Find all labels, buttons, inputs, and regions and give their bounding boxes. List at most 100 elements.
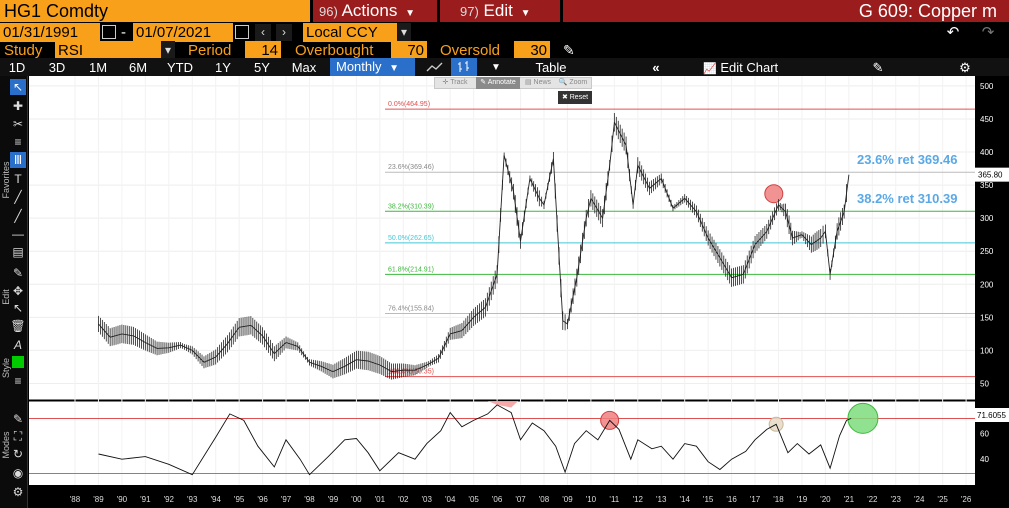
trendline-icon[interactable]: ╱	[14, 190, 22, 204]
reset-button[interactable]: ✖ Reset	[558, 91, 592, 104]
channel-icon[interactable]: ▤	[12, 245, 24, 259]
overbought-zone-highlight	[487, 401, 519, 408]
line-width-icon[interactable]: ≡	[14, 374, 22, 388]
table-button[interactable]: Table	[535, 60, 567, 75]
draw-icon[interactable]: ✎	[872, 60, 884, 75]
rsi-marker-circle	[847, 402, 879, 434]
annotate-button[interactable]: ✎ Annotate	[476, 77, 520, 89]
x-axis-tick: '00	[351, 495, 362, 504]
gear-icon[interactable]: ⚙	[959, 60, 971, 75]
period-button-5y[interactable]: 5Y	[254, 60, 270, 75]
bar-chart-type-icon[interactable]	[451, 58, 477, 76]
zoom-button[interactable]: 🔍 Zoom	[558, 79, 588, 86]
start-date-field[interactable]: 01/31/1991	[0, 23, 100, 42]
fib-level-label: 61.8%(214.91)	[388, 266, 434, 273]
fibonacci-icon[interactable]: ≡	[14, 135, 22, 149]
news-button[interactable]: ▤ News	[524, 79, 552, 86]
last-rsi-box	[975, 408, 1009, 422]
period-button-3d[interactable]: 3D	[48, 60, 66, 75]
x-axis-tick: '19	[797, 495, 808, 504]
redo-icon[interactable]: ↷	[981, 24, 995, 41]
line-chart-icon[interactable]	[424, 59, 446, 75]
period-button-max[interactable]: Max	[291, 60, 317, 75]
frequency-select[interactable]: Monthly ▼	[330, 58, 415, 76]
arrow-right-icon[interactable]: ›	[276, 24, 292, 41]
crosshair-icon[interactable]: ✚	[12, 99, 24, 113]
text-tool-icon[interactable]: T	[14, 172, 22, 186]
brush-icon[interactable]: ✎	[12, 266, 24, 280]
x-axis-tick: '13	[656, 495, 667, 504]
chevron-down-icon[interactable]: ▾	[161, 41, 175, 59]
price-axis-tick: 100	[980, 346, 994, 355]
x-axis-tick: '92	[164, 495, 175, 504]
fib-level-label: 76.4%(155.84)	[388, 305, 434, 312]
font-style-icon[interactable]: A	[13, 338, 22, 352]
track-button[interactable]: ✛ Track	[442, 79, 468, 86]
x-axis-tick: '21	[844, 495, 855, 504]
x-axis-tick: '10	[586, 495, 597, 504]
period-button-1m[interactable]: 1M	[88, 60, 108, 75]
chevron-down-icon: ▼	[389, 63, 400, 74]
palette-icon[interactable]: ◉	[12, 466, 24, 480]
period-button-ytd[interactable]: YTD	[167, 60, 193, 75]
rsi-axis-tick: 60	[980, 429, 989, 438]
x-axis-tick: '98	[304, 495, 315, 504]
horizontal-line-icon[interactable]: —	[12, 227, 24, 241]
cut-icon[interactable]: ✂	[12, 117, 24, 131]
collapse-icon[interactable]: «	[652, 60, 660, 75]
annotation-icon[interactable]: Ⅲ	[10, 152, 26, 168]
x-axis-tick: '90	[117, 495, 128, 504]
line-tool-icon[interactable]: ╱	[14, 209, 22, 223]
move-icon[interactable]: ✥	[12, 284, 24, 298]
price-axis-tick: 400	[980, 148, 994, 157]
fib-level-label: 38.2%(310.39)	[388, 203, 434, 210]
x-axis-tick: '04	[445, 495, 456, 504]
refresh-icon[interactable]: ↻	[12, 447, 24, 461]
arrow-left-icon[interactable]: ‹	[255, 24, 271, 41]
edit-menu-button[interactable]: 97) Edit ▼	[440, 0, 560, 22]
overbought-field[interactable]: 70	[391, 41, 427, 59]
chevron-down-icon[interactable]: ▼	[491, 62, 501, 73]
price-axis-tick: 200	[980, 280, 994, 289]
x-axis-tick: '26	[961, 495, 972, 504]
currency-select[interactable]: Local CCY	[303, 23, 397, 42]
x-axis-tick: '95	[234, 495, 245, 504]
x-axis-tick: '99	[328, 495, 339, 504]
color-swatch-icon[interactable]	[12, 356, 24, 368]
edit-chart-button[interactable]: 📈 Edit Chart	[703, 59, 803, 78]
x-axis-tick: '16	[726, 495, 737, 504]
pen-icon[interactable]: ✎	[12, 412, 24, 426]
fib-level-label: 23.6%(369.46)	[388, 164, 434, 171]
overbought-label: Overbought	[295, 42, 374, 59]
x-axis-tick: '91	[140, 495, 151, 504]
period-field[interactable]: 14	[245, 41, 281, 59]
oversold-field[interactable]: 30	[514, 41, 550, 59]
chevron-down-icon[interactable]: ▾	[397, 23, 411, 42]
x-axis-tick: '11	[609, 495, 619, 504]
ticker-field[interactable]: HG1 Comdty	[0, 0, 310, 22]
select-icon[interactable]: ↖	[12, 301, 24, 315]
undo-icon[interactable]: ↶	[946, 24, 960, 41]
pencil-icon[interactable]: ✎	[563, 42, 575, 58]
chart-settings-icon: 📈	[703, 63, 717, 75]
fib-annotation-38: 38.2% ret 310.39	[857, 191, 957, 206]
edit-label: Edit	[483, 1, 513, 20]
calendar-icon[interactable]	[235, 25, 249, 39]
trash-icon[interactable]: 🗑	[10, 319, 26, 333]
gear-icon[interactable]: ⚙	[12, 485, 24, 499]
track-label: Track	[450, 79, 468, 86]
period-button-6m[interactable]: 6M	[128, 60, 148, 75]
period-button-1d[interactable]: 1D	[8, 60, 26, 75]
actions-menu-button[interactable]: 96) Actions ▼	[313, 0, 437, 22]
calendar-icon[interactable]	[102, 25, 116, 39]
period-button-1y[interactable]: 1Y	[215, 60, 231, 75]
price-axis-tick: 50	[980, 379, 989, 388]
end-date-field[interactable]: 01/07/2021	[133, 23, 233, 42]
fib-level-label: 50.0%(262.65)	[388, 235, 434, 242]
expand-icon[interactable]: ⛶	[13, 429, 23, 443]
cursor-arrow-icon[interactable]: ↖	[10, 79, 26, 95]
x-axis-tick: '97	[281, 495, 292, 504]
price-axis-tick: 300	[980, 214, 994, 223]
study-select[interactable]: RSI	[55, 41, 161, 59]
